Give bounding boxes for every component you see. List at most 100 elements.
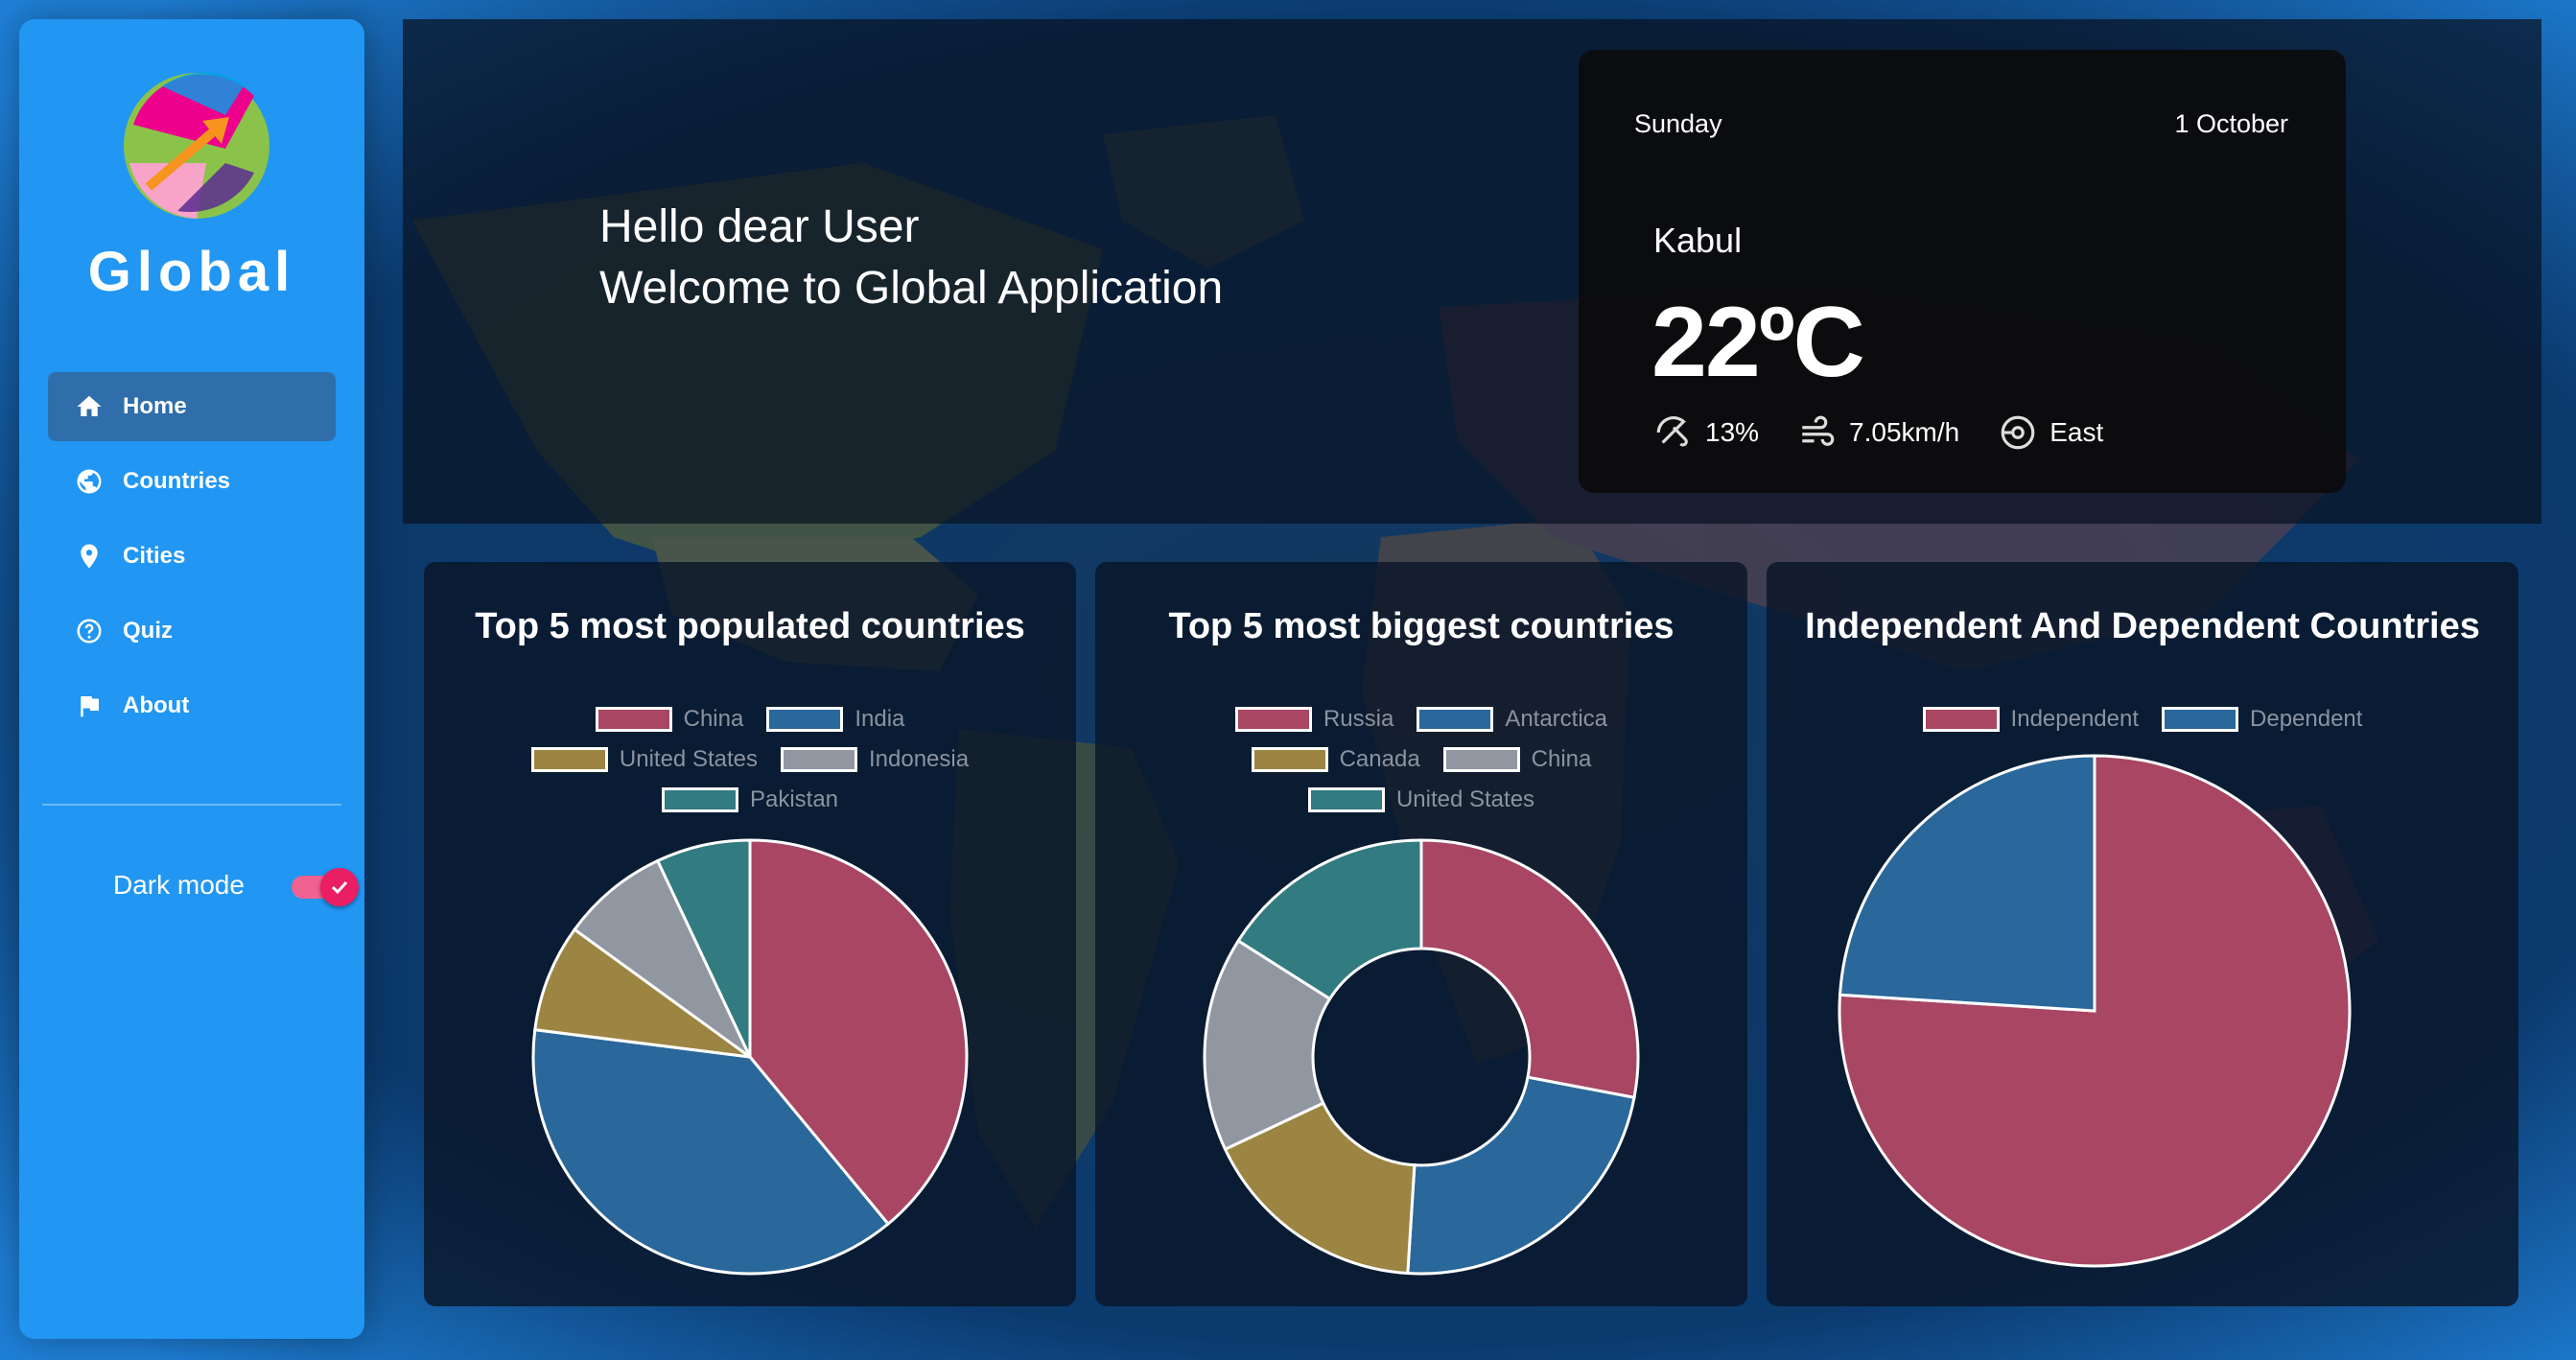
legend-item-dependent[interactable]: Dependent xyxy=(2162,706,2362,733)
compass-icon xyxy=(2001,415,2035,450)
legend-item-china[interactable]: China xyxy=(1442,746,1592,773)
global-logo[interactable] xyxy=(110,58,283,230)
main-nav: Home Countries Cities Quiz About xyxy=(48,372,336,746)
legend-label: Dependent xyxy=(2250,706,2363,732)
chart-legend: Russia Antarctica Canada China United States xyxy=(1095,706,1747,827)
legend-swatch xyxy=(1307,787,1385,812)
dark-mode-toggle[interactable] xyxy=(288,866,359,906)
legend-swatch xyxy=(1922,707,2000,732)
legend-item-indonesia[interactable]: Indonesia xyxy=(781,746,969,773)
wind-direction-value: East xyxy=(2049,417,2104,447)
wind-speed-value: 7.05km/h xyxy=(1849,417,1960,447)
moon-icon xyxy=(59,873,72,898)
legend-item-united-states[interactable]: United States xyxy=(530,746,758,773)
nav-item-about[interactable]: About xyxy=(48,671,336,740)
sidebar: Global Home Countries Cities Quiz About … xyxy=(19,19,364,1339)
legend-label: Canada xyxy=(1339,746,1420,772)
legend-item-india[interactable]: India xyxy=(766,706,904,733)
nav-item-home[interactable]: Home xyxy=(48,372,336,441)
greeting-line-2: Welcome to Global Application xyxy=(599,263,1224,314)
chart-legend: Independent Dependent xyxy=(1767,706,2518,746)
legend-swatch xyxy=(1251,747,1328,772)
legend-item-pakistan[interactable]: Pakistan xyxy=(661,786,838,813)
wind-icon xyxy=(1802,415,1835,446)
legend-swatch xyxy=(2162,707,2239,732)
chart-card-independence: Independent And Dependent Countries Inde… xyxy=(1767,562,2518,1306)
legend-label: Independent xyxy=(2010,706,2140,732)
slice-china[interactable] xyxy=(748,838,969,1227)
slice-united-states[interactable] xyxy=(1236,838,1423,1001)
nav-item-countries[interactable]: Countries xyxy=(48,447,336,516)
legend-item-canada[interactable]: Canada xyxy=(1251,746,1420,773)
wind-direction: East xyxy=(1998,412,2103,453)
chart-title: Top 5 most populated countries xyxy=(475,606,1025,646)
slice-united-states[interactable] xyxy=(533,927,751,1059)
legend-label: Russia xyxy=(1323,706,1394,732)
legend-swatch xyxy=(1417,707,1494,732)
slice-canada[interactable] xyxy=(1223,1101,1417,1276)
legend-item-china[interactable]: China xyxy=(595,706,744,733)
legend-swatch xyxy=(1442,747,1520,772)
legend-item-antarctica[interactable]: Antarctica xyxy=(1417,706,1607,733)
legend-label: India xyxy=(855,706,905,732)
brand-name: Global xyxy=(87,241,296,303)
slice-indonesia[interactable] xyxy=(573,858,752,1059)
legend-label: United States xyxy=(619,746,758,772)
slice-india[interactable] xyxy=(531,1027,891,1276)
flag-icon xyxy=(81,696,99,717)
legend-swatch xyxy=(781,747,857,772)
weather-card: Sunday 1 October Kabul 22ºC 13% 7.05km/h… xyxy=(1579,50,2346,493)
globe-icon xyxy=(77,469,102,494)
dark-mode-row: Dark mode xyxy=(58,861,359,909)
nav-item-label: About xyxy=(123,692,190,718)
pie-chart xyxy=(531,838,969,1276)
slice-antarctica[interactable] xyxy=(1406,1075,1636,1276)
legend-swatch xyxy=(766,707,844,732)
check-icon xyxy=(331,880,348,895)
slice-china[interactable] xyxy=(1203,938,1332,1152)
nav-item-cities[interactable]: Cities xyxy=(48,522,336,591)
legend-label: China xyxy=(1531,746,1592,772)
question-circle-icon xyxy=(77,619,102,644)
slice-dependent[interactable] xyxy=(1838,754,2096,1013)
home-icon xyxy=(77,395,102,416)
legend-label: China xyxy=(683,706,744,732)
umbrella-icon xyxy=(1656,416,1688,447)
nav-item-quiz[interactable]: Quiz xyxy=(48,597,336,666)
nav-item-label: Cities xyxy=(123,543,186,569)
nav-item-label: Home xyxy=(123,393,187,419)
chart-title: Top 5 most biggest countries xyxy=(1168,606,1674,646)
wind-speed: 7.05km/h xyxy=(1797,412,1959,453)
nav-item-label: Countries xyxy=(123,468,231,494)
legend-label: United States xyxy=(1395,786,1535,812)
nav-item-label: Quiz xyxy=(123,618,173,644)
legend-swatch xyxy=(661,787,738,812)
chart-title: Independent And Dependent Countries xyxy=(1805,606,2480,646)
weather-city: Kabul xyxy=(1653,221,1743,260)
greeting: Hello dear User Welcome to Global Applic… xyxy=(599,197,1223,319)
chart-card-biggest: Top 5 most biggest countries Russia Antar… xyxy=(1095,562,1747,1306)
chart-legend: China India United States Indonesia Pakistan xyxy=(424,706,1076,827)
legend-item-russia[interactable]: Russia xyxy=(1234,706,1394,733)
weather-day: Sunday xyxy=(1634,109,1722,138)
humidity: 13% xyxy=(1653,412,1759,453)
weather-details: 13% 7.05km/h East xyxy=(1653,412,2142,453)
legend-label: Indonesia xyxy=(869,746,970,772)
legend-item-united-states[interactable]: United States xyxy=(1307,786,1535,813)
legend-swatch xyxy=(1234,707,1312,732)
legend-swatch xyxy=(530,747,608,772)
chart-card-populated: Top 5 most populated countries China Indi… xyxy=(424,562,1076,1306)
welcome-banner: Hello dear User Welcome to Global Applic… xyxy=(403,19,2541,524)
legend-swatch xyxy=(595,707,672,732)
toggle-knob xyxy=(320,868,359,906)
legend-item-independent[interactable]: Independent xyxy=(1922,706,2140,733)
dark-mode-label: Dark mode xyxy=(113,870,245,900)
slice-pakistan[interactable] xyxy=(655,838,752,1058)
doughnut-chart xyxy=(1203,838,1640,1276)
pie-chart xyxy=(1838,754,2352,1268)
legend-label: Antarctica xyxy=(1505,706,1608,732)
humidity-value: 13% xyxy=(1705,417,1760,447)
sidebar-divider xyxy=(42,804,341,806)
greeting-line-1: Hello dear User xyxy=(599,201,920,252)
slice-russia[interactable] xyxy=(1419,838,1640,1100)
